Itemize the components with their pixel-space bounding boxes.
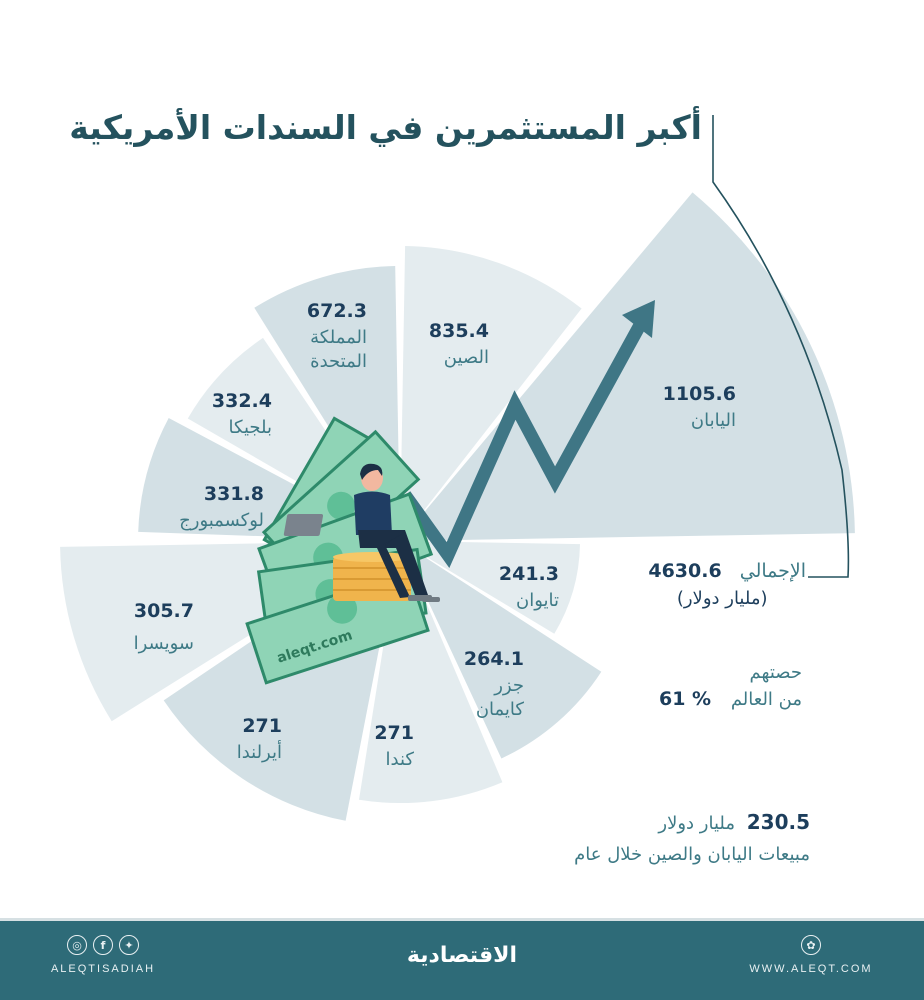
sales-unit: مليار دولار [658,813,735,834]
segment-name: لوكسمبورج [179,510,264,531]
person-with-laptop-icon [283,463,440,602]
website-link[interactable]: ✿ WWW.ALEQT.COM [746,935,876,975]
chart-wedges [60,192,855,821]
segment-value: 305.7 [133,600,194,622]
segment-name: اليابان [690,410,736,431]
share-label-line1: حصتهم [749,662,802,683]
total-label: الإجمالي [739,560,806,582]
social-links: ◎ f ✦ ALEQTISADIAH [48,935,158,975]
japan-bracket-line [712,115,850,578]
segment-value: 332.4 [211,390,272,412]
segment-name: جزر [494,675,524,696]
share-label-line2: من العالم [730,689,802,710]
wedge-cayman [400,541,602,759]
segment-value: 264.1 [463,648,524,670]
wedge-japan [400,192,855,541]
chart-title: أكبر المستثمرين في السندات الأمريكية [69,108,702,147]
segment-label-taiwan: 241.3 تايوان [499,563,559,613]
segment-label-japan: 1105.6 اليابان [663,383,736,433]
segment-label-china: 835.4 الصين [429,320,489,370]
sales-value: 230.5 [746,810,810,834]
twitter-icon[interactable]: ✦ [119,935,139,955]
total-value: 4630.6 [648,560,722,582]
instagram-icon[interactable]: ◎ [67,935,87,955]
wedge-china [400,246,582,541]
segment-value: 241.3 [498,563,559,585]
segment-value: 1105.6 [662,383,736,405]
investor-illustration-icon: aleqt.com [245,416,440,685]
segment-value: 331.8 [203,483,264,505]
world-share-summary: حصتهم من العالم 61 % [659,660,802,713]
segment-label-cayman: 264.1 جزر كايمان [464,648,524,722]
segment-label-switzerland: 305.7 سويسرا [134,600,194,656]
segment-value: 271 [374,722,414,744]
footer-bar: ◎ f ✦ ALEQTISADIAH الاقتصادية ✿ WWW.ALEQ… [0,918,924,1000]
wedge-taiwan [400,541,580,634]
total-summary: الإجمالي 4630.6 (مليار دولار) [648,560,806,609]
segment-value: 835.4 [428,320,489,342]
segment-label-uk: 672.3 المملكة المتحدة [307,300,367,374]
segment-name-line2: المتحدة [310,351,367,372]
segment-name: المملكة [310,327,367,348]
segment-label-luxembourg: 331.8 لوكسمبورج [179,483,264,533]
social-handle: ALEQTISADIAH [50,963,156,975]
sales-description: مبيعات اليابان والصين خلال عام [574,844,810,865]
segment-name: أيرلندا [236,742,282,763]
segment-label-canada: 271 كندا [374,722,414,772]
segment-value: 672.3 [306,300,367,322]
segment-name: سويسرا [133,633,194,654]
facebook-icon[interactable]: f [93,935,113,955]
segment-label-belgium: 332.4 بلجيكا [212,390,272,440]
segment-name: تايوان [515,590,559,611]
sales-summary: 230.5 مليار دولار مبيعات اليابان والصين … [574,810,810,865]
website-url[interactable]: WWW.ALEQT.COM [749,963,873,975]
trend-arrow-icon [399,300,655,568]
segment-name: بلجيكا [228,417,272,438]
segment-name: الصين [443,347,489,368]
web-icon[interactable]: ✿ [801,935,821,955]
segment-label-ireland: 271 أيرلندا [237,715,282,765]
segment-name: كندا [385,749,414,770]
share-value: 61 % [658,688,712,710]
segment-value: 271 [242,715,282,737]
brand-logo: الاقتصادية [406,943,518,968]
segment-name-line2: كايمان [475,699,524,720]
total-unit: (مليار دولار) [676,588,768,609]
